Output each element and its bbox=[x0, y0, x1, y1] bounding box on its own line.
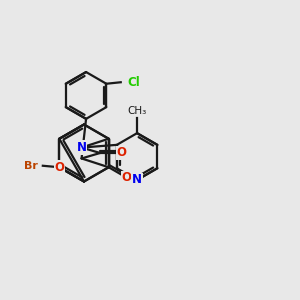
Text: O: O bbox=[116, 146, 126, 160]
Text: N: N bbox=[132, 173, 142, 187]
Text: CH₃: CH₃ bbox=[128, 106, 147, 116]
Text: O: O bbox=[122, 171, 132, 184]
Text: Cl: Cl bbox=[127, 76, 140, 89]
Text: Br: Br bbox=[23, 161, 38, 171]
Text: N: N bbox=[76, 141, 87, 154]
Text: O: O bbox=[54, 161, 64, 174]
